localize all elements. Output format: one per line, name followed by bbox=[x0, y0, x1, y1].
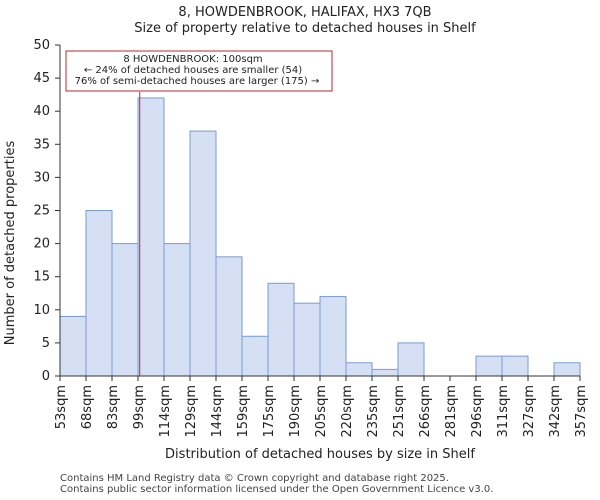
x-tick-label: 296sqm bbox=[470, 385, 485, 438]
x-tick-label: 311sqm bbox=[496, 385, 511, 438]
x-axis-label: Distribution of detached houses by size … bbox=[165, 447, 475, 462]
bar-68sqm bbox=[85, 210, 113, 377]
bar-296sqm bbox=[475, 355, 503, 377]
y-tick-label: 20 bbox=[33, 237, 50, 252]
x-tick-label: 235sqm bbox=[366, 385, 381, 438]
y-tick-label: 30 bbox=[33, 170, 50, 185]
x-tick-label: 327sqm bbox=[522, 385, 537, 438]
x-tick-label: 175sqm bbox=[262, 385, 277, 438]
bar-205sqm bbox=[319, 296, 347, 377]
bar-83sqm bbox=[111, 243, 139, 377]
x-tick-label: 159sqm bbox=[236, 385, 251, 438]
y-tick-label: 40 bbox=[33, 104, 50, 119]
y-axis-label: Number of detached properties bbox=[3, 141, 18, 346]
bar-190sqm bbox=[293, 302, 321, 377]
bar-342sqm bbox=[553, 362, 581, 377]
bar-53sqm bbox=[59, 315, 87, 377]
x-tick-label: 53sqm bbox=[54, 385, 69, 429]
y-tick-label: 25 bbox=[33, 204, 50, 219]
annotation-line2: ← 24% of detached houses are smaller (54… bbox=[84, 65, 302, 76]
bar-144sqm bbox=[215, 256, 243, 377]
footer-line1: Contains HM Land Registry data © Crown c… bbox=[60, 473, 449, 484]
footer-line2: Contains public sector information licen… bbox=[60, 484, 494, 495]
y-tick-label: 10 bbox=[33, 303, 50, 318]
bar-251sqm bbox=[397, 342, 425, 377]
x-tick-label: 83sqm bbox=[106, 385, 121, 429]
bar-175sqm bbox=[267, 282, 295, 377]
x-tick-label: 357sqm bbox=[574, 385, 589, 438]
bar-99sqm bbox=[137, 97, 165, 377]
y-tick-label: 50 bbox=[33, 38, 50, 53]
y-tick-label: 35 bbox=[33, 137, 50, 152]
x-tick-label: 190sqm bbox=[288, 385, 303, 438]
y-tick-label: 15 bbox=[33, 270, 50, 285]
x-tick-label: 266sqm bbox=[418, 385, 433, 438]
annotation-line1: 8 HOWDENBROOK: 100sqm bbox=[123, 54, 262, 65]
y-tick-label: 45 bbox=[33, 71, 50, 86]
bar-129sqm bbox=[189, 130, 217, 377]
chart-title-line1: 8, HOWDENBROOK, HALIFAX, HX3 7QB bbox=[178, 5, 431, 20]
x-tick-label: 114sqm bbox=[158, 385, 173, 438]
bar-220sqm bbox=[345, 362, 373, 377]
x-tick-label: 342sqm bbox=[548, 385, 563, 438]
annotation-line3: 76% of semi-detached houses are larger (… bbox=[75, 76, 320, 87]
bar-311sqm bbox=[501, 355, 529, 377]
x-tick-label: 281sqm bbox=[444, 385, 459, 438]
y-tick-label: 5 bbox=[42, 336, 50, 351]
x-tick-label: 251sqm bbox=[392, 385, 407, 438]
x-tick-label: 220sqm bbox=[340, 385, 355, 438]
chart-title-line2: Size of property relative to detached ho… bbox=[134, 21, 476, 36]
x-tick-label: 205sqm bbox=[314, 385, 329, 438]
y-tick-label: 0 bbox=[42, 369, 50, 384]
annotation-box bbox=[65, 50, 333, 92]
bar-114sqm bbox=[163, 243, 191, 377]
bar-235sqm bbox=[371, 368, 399, 377]
x-tick-label: 144sqm bbox=[210, 385, 225, 438]
x-tick-label: 129sqm bbox=[184, 385, 199, 438]
x-tick-label: 99sqm bbox=[132, 385, 147, 429]
bar-159sqm bbox=[241, 335, 269, 377]
x-tick-label: 68sqm bbox=[80, 385, 95, 429]
